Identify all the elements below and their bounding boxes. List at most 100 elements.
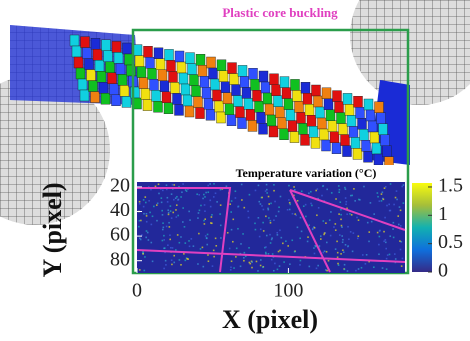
noise-dot — [275, 215, 277, 217]
noise-dot — [269, 221, 272, 224]
noise-dot — [173, 184, 176, 186]
core-cell — [382, 145, 392, 158]
core-cell — [332, 90, 342, 102]
noise-dot — [204, 196, 206, 198]
noise-dot — [143, 269, 146, 272]
core-cell — [210, 78, 220, 91]
core-cell — [84, 58, 94, 70]
core-cell — [178, 72, 189, 85]
noise-dot — [219, 204, 222, 206]
noise-dot — [389, 235, 392, 238]
noise-dot — [400, 265, 403, 267]
map-title: Temperature variation (°C) — [236, 166, 377, 180]
core-cell — [193, 96, 203, 108]
noise-dot — [399, 209, 402, 212]
noise-dot — [248, 246, 250, 249]
core-cell — [220, 81, 231, 94]
noise-dot — [170, 193, 173, 195]
noise-dot — [380, 193, 383, 195]
noise-dot — [289, 203, 292, 206]
core-cell — [296, 112, 306, 124]
noise-dot — [203, 193, 205, 196]
noise-dot — [282, 242, 284, 245]
core-cell — [216, 111, 226, 124]
noise-dot — [335, 198, 337, 200]
noise-dot — [346, 245, 349, 248]
noise-dot — [198, 209, 201, 212]
noise-dot — [265, 246, 267, 248]
noise-dot — [400, 240, 403, 243]
noise-dot — [340, 253, 342, 255]
noise-dot — [288, 184, 290, 187]
noise-dot — [203, 223, 206, 225]
noise-dot — [267, 208, 270, 211]
noise-dot — [162, 222, 164, 224]
noise-dot — [211, 214, 213, 216]
noise-dot — [268, 203, 271, 205]
core-cell — [189, 74, 199, 86]
noise-dot — [321, 194, 323, 197]
noise-dot — [149, 211, 151, 214]
noise-dot — [173, 254, 176, 257]
fe-simulation — [0, 0, 470, 225]
noise-dot — [357, 268, 360, 270]
noise-dot — [342, 238, 344, 241]
core-cell — [376, 112, 386, 125]
noise-dot — [288, 201, 291, 204]
noise-dot — [344, 186, 346, 189]
noise-dot — [269, 219, 272, 222]
core-cell — [369, 131, 380, 144]
noise-dot — [158, 192, 160, 195]
core-cell — [298, 123, 308, 135]
noise-dot — [144, 196, 147, 198]
noise-dot — [229, 203, 232, 205]
noise-dot — [138, 237, 141, 240]
noise-dot — [230, 260, 233, 263]
core-cell — [138, 77, 149, 89]
noise-dot — [392, 221, 395, 224]
noise-dot — [338, 188, 341, 191]
core-cell — [168, 71, 178, 83]
noise-dot — [287, 245, 289, 247]
noise-dot — [178, 241, 181, 244]
noise-dot — [169, 234, 171, 237]
noise-dot — [156, 202, 159, 205]
noise-dot — [165, 184, 168, 186]
noise-dot — [141, 234, 143, 236]
noise-dot — [308, 265, 311, 268]
noise-dot — [348, 238, 350, 241]
noise-dot — [264, 251, 267, 254]
core-cell — [365, 109, 376, 122]
core-outline — [136, 187, 406, 273]
noise-dot — [399, 225, 402, 227]
title-bg — [200, 165, 406, 182]
colorbar-tick-label: 0 — [438, 260, 448, 282]
noise-dot — [165, 225, 168, 228]
noise-dot — [183, 253, 185, 255]
noise-dot — [346, 213, 348, 216]
noise-dot — [201, 246, 204, 249]
noise-dot — [346, 207, 348, 210]
noise-dot — [339, 201, 342, 203]
noise-dot — [344, 197, 347, 199]
noise-dot — [280, 236, 283, 239]
core-cell — [90, 91, 100, 103]
core-cell — [367, 120, 378, 133]
noise-dot — [383, 187, 386, 190]
noise-dot — [265, 188, 268, 191]
noise-dot — [329, 234, 332, 237]
core-cell — [363, 150, 373, 163]
core-cell — [277, 117, 287, 130]
core-cell — [361, 139, 371, 152]
noise-dot — [344, 243, 347, 246]
core-cell — [117, 74, 128, 86]
noise-dot — [352, 232, 355, 234]
noise-dot — [294, 188, 296, 191]
core-cell — [157, 69, 168, 82]
noise-dot — [239, 265, 242, 268]
noise-dot — [326, 269, 328, 272]
noise-dot — [230, 211, 233, 213]
noise-dot — [334, 223, 337, 225]
noise-dot — [388, 253, 391, 256]
core-cell — [355, 106, 365, 119]
